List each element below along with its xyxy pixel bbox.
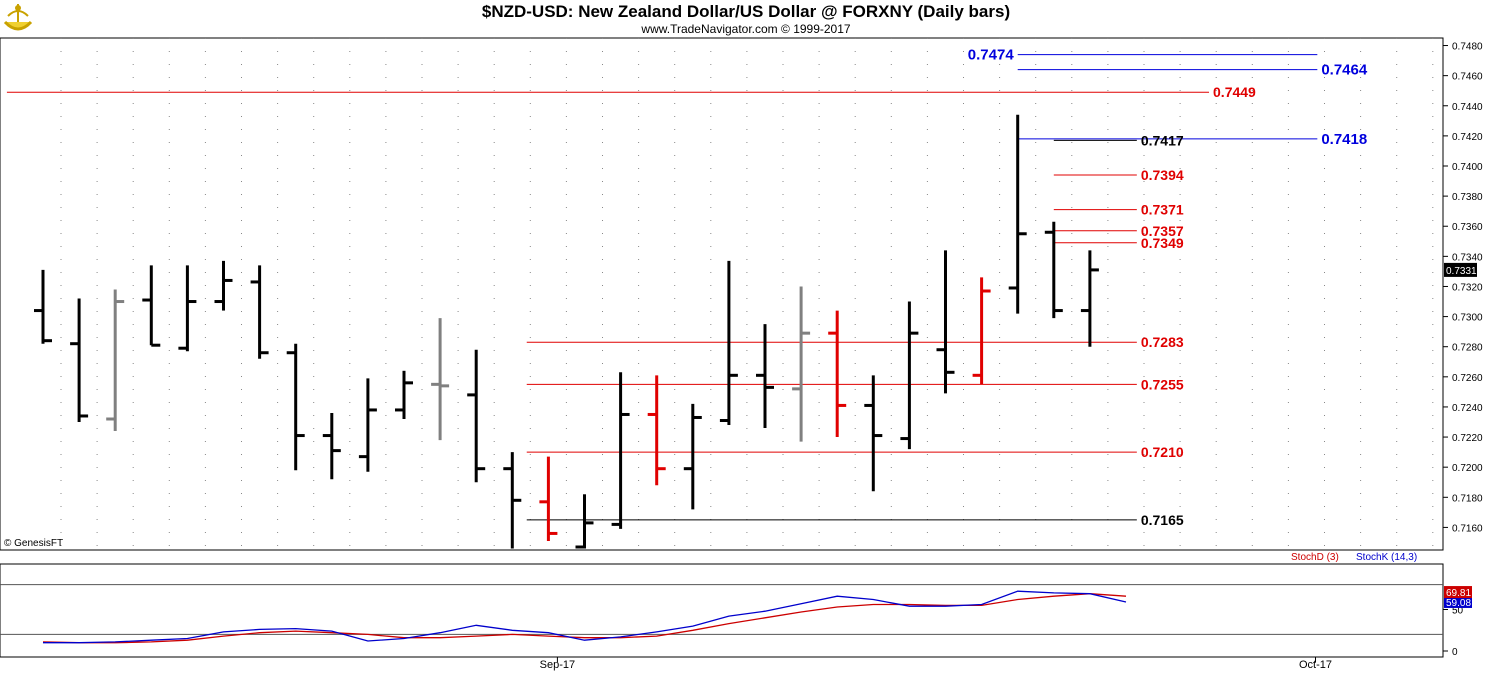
last-price-marker: [1444, 262, 1477, 277]
x-tick-label: Sep-17: [540, 659, 575, 671]
y-tick-label: 0.7240: [1452, 403, 1483, 414]
level-label: 0.7357: [1141, 223, 1184, 239]
y-tick-label: 0.7220: [1452, 433, 1483, 444]
y-tick-label: 0.7360: [1452, 222, 1483, 233]
level-label: 0.7283: [1141, 334, 1184, 350]
y-tick-label: 0.7460: [1452, 72, 1483, 83]
stoch-k-line: [43, 590, 1127, 644]
y-tick-label: 0.7260: [1452, 373, 1483, 384]
stoch-k-marker: [1444, 595, 1472, 608]
y-tick-label: 0.7200: [1452, 463, 1483, 474]
stoch-d-legend: StochD (3): [1291, 552, 1339, 563]
level-label: 0.7210: [1141, 444, 1184, 460]
price-grid: [60, 38, 1434, 550]
stoch-d-value: 69.81: [1446, 588, 1471, 599]
chart-subtitle: www.TradeNavigator.com © 1999-2017: [641, 22, 851, 36]
last-price-label: 0.7331: [1446, 266, 1477, 277]
y-tick-label: 0.7160: [1452, 523, 1483, 534]
stoch-k-legend: StochK (14,3): [1356, 552, 1417, 563]
price-axis: 0.7480 0.7460 0.7440 0.7420 0.7400 0.7380 0.73…: [1443, 42, 1483, 534]
y-tick-label: 0.7300: [1452, 313, 1483, 324]
y-tick-label: 0.7440: [1452, 102, 1483, 113]
stoch-panel-frame: [0, 563, 1444, 658]
date-axis: Sep-17 Oct-17: [540, 657, 1332, 671]
genesis-copyright: © GenesisFT: [4, 538, 63, 549]
y-tick-label: 0.7380: [1452, 192, 1483, 203]
stoch-y-label: 50: [1452, 606, 1464, 617]
level-label: 0.7349: [1141, 235, 1184, 251]
level-label: 0.7418: [1321, 131, 1367, 148]
y-tick-label: 0.7400: [1452, 162, 1483, 173]
stoch-k-value: 59.08: [1446, 598, 1471, 609]
price-levels: 0.7474 0.7464 0.7449 0.7418 0.7417 0.7394 0.73…: [6, 47, 1368, 528]
x-tick-label: Oct-17: [1299, 659, 1332, 671]
y-tick-label: 0.7320: [1452, 282, 1483, 293]
price-panel-frame: [0, 37, 1444, 551]
y-tick-label: 0.7480: [1452, 42, 1483, 53]
stoch-d-marker: [1444, 586, 1472, 599]
stoch-d-line: [42, 593, 1127, 644]
trade-navigator-logo-icon: [3, 4, 33, 31]
level-label: 0.7165: [1141, 512, 1184, 528]
y-tick-label: 0.7280: [1452, 343, 1483, 354]
chart-title: $NZD-USD: New Zealand Dollar/US Dollar @…: [481, 2, 1011, 21]
y-tick-label: 0.7180: [1452, 493, 1483, 504]
level-label: 0.7449: [1213, 84, 1256, 100]
chart-header: $NZD-USD: New Zealand Dollar/US Dollar @…: [0, 0, 1492, 38]
level-label: 0.7474: [968, 47, 1015, 64]
y-tick-label: 0.7420: [1452, 132, 1483, 143]
stoch-y-label: 0: [1452, 647, 1458, 658]
level-label: 0.7417: [1141, 132, 1184, 148]
level-label: 0.7371: [1141, 202, 1184, 218]
level-label: 0.7255: [1141, 376, 1184, 392]
level-label: 0.7394: [1141, 167, 1184, 183]
y-tick-label: 0.7340: [1452, 252, 1483, 263]
level-label: 0.7464: [1321, 62, 1368, 79]
ohlc-bars: [34, 114, 1099, 549]
